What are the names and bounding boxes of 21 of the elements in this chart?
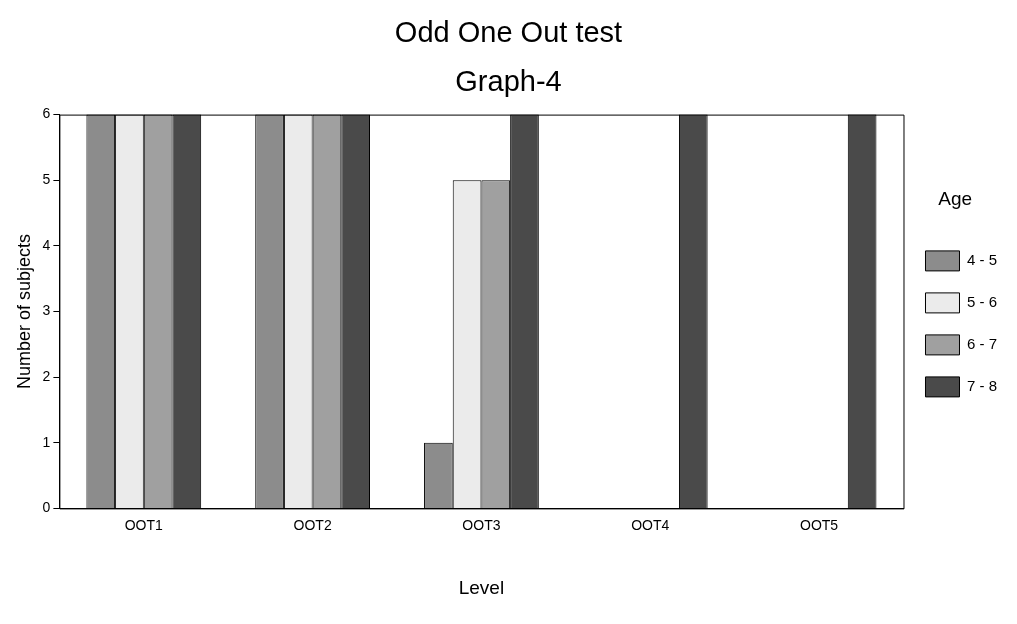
x-tick-label: OOT5 [800, 516, 839, 533]
y-tick-label: 1 [42, 433, 51, 450]
legend-title: Age [938, 187, 973, 209]
x-tick-label: OOT1 [124, 516, 164, 533]
y-tick-label: 0 [42, 499, 51, 516]
x-axis-title: Level [458, 576, 505, 598]
y-tick-label: 2 [42, 367, 51, 384]
x-tick-label: OOT2 [293, 516, 332, 533]
chart-subtitle: Graph-4 [455, 65, 562, 98]
x-tick-label: OOT3 [462, 516, 501, 533]
y-axis-title: Number of subjects [13, 233, 34, 390]
x-tick-label: OOT4 [631, 516, 670, 533]
y-tick-label: 5 [42, 171, 51, 188]
legend-label: 5 - 6 [966, 293, 997, 311]
legend-label: 7 - 8 [966, 377, 997, 395]
y-tick-label: 6 [42, 105, 51, 122]
legend-label: 6 - 7 [966, 335, 997, 353]
chart-title: Odd One Out test [394, 16, 623, 49]
y-tick-label: 3 [42, 302, 51, 319]
legend-label: 4 - 5 [966, 251, 997, 269]
y-tick-label: 4 [42, 236, 51, 253]
